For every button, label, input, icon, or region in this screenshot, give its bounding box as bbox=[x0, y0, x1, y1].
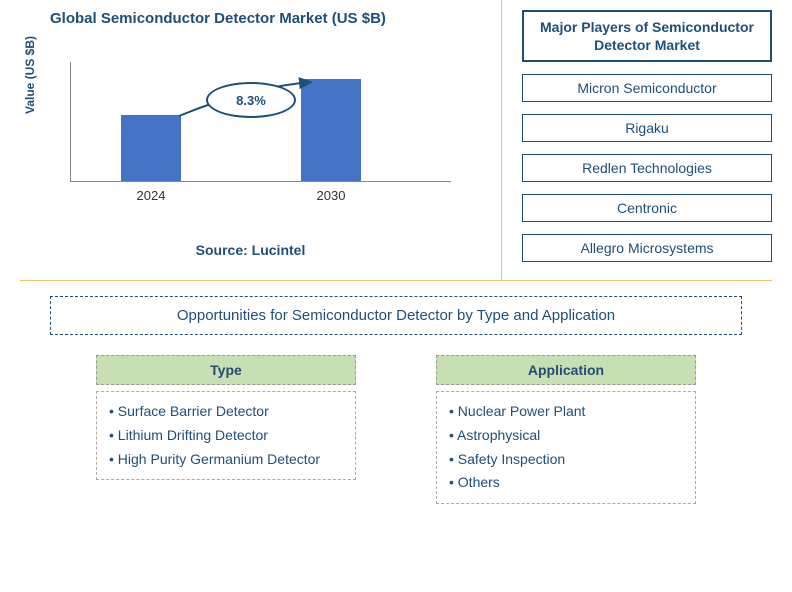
player-item-4: Allegro Microsystems bbox=[522, 234, 772, 262]
column-type: Type Surface Barrier Detector Lithium Dr… bbox=[96, 355, 356, 504]
growth-rate-label: 8.3% bbox=[236, 93, 266, 108]
player-item-3: Centronic bbox=[522, 194, 772, 222]
type-item-0: Surface Barrier Detector bbox=[109, 400, 343, 424]
type-item-2: High Purity Germanium Detector bbox=[109, 448, 343, 472]
chart-title: Global Semiconductor Detector Market (US… bbox=[50, 10, 481, 27]
app-item-2: Safety Inspection bbox=[449, 448, 683, 472]
chart-container: Value (US $B) 2024 2030 8.3% bbox=[60, 42, 481, 212]
column-items-application: Nuclear Power Plant Astrophysical Safety… bbox=[436, 391, 696, 504]
player-item-0: Micron Semiconductor bbox=[522, 74, 772, 102]
growth-rate-ellipse: 8.3% bbox=[206, 82, 296, 118]
type-item-1: Lithium Drifting Detector bbox=[109, 424, 343, 448]
players-title: Major Players of Semiconductor Detector … bbox=[522, 10, 772, 62]
y-axis-label: Value (US $B) bbox=[23, 36, 37, 114]
bottom-section: Opportunities for Semiconductor Detector… bbox=[0, 281, 792, 519]
app-item-1: Astrophysical bbox=[449, 424, 683, 448]
bar-2030 bbox=[301, 79, 361, 181]
source-text: Source: Lucintel bbox=[20, 242, 481, 258]
opportunities-title: Opportunities for Semiconductor Detector… bbox=[50, 296, 742, 335]
column-items-type: Surface Barrier Detector Lithium Driftin… bbox=[96, 391, 356, 480]
x-tick-0: 2024 bbox=[121, 188, 181, 203]
player-item-2: Redlen Technologies bbox=[522, 154, 772, 182]
column-header-type: Type bbox=[96, 355, 356, 385]
opportunities-columns: Type Surface Barrier Detector Lithium Dr… bbox=[20, 355, 772, 504]
player-item-1: Rigaku bbox=[522, 114, 772, 142]
top-section: Global Semiconductor Detector Market (US… bbox=[0, 0, 792, 280]
chart-plot: 2024 2030 8.3% bbox=[70, 62, 451, 182]
column-application: Application Nuclear Power Plant Astrophy… bbox=[436, 355, 696, 504]
bar-2024 bbox=[121, 115, 181, 181]
chart-area: Global Semiconductor Detector Market (US… bbox=[0, 0, 502, 280]
app-item-3: Others bbox=[449, 471, 683, 495]
players-area: Major Players of Semiconductor Detector … bbox=[502, 0, 792, 280]
app-item-0: Nuclear Power Plant bbox=[449, 400, 683, 424]
column-header-application: Application bbox=[436, 355, 696, 385]
x-tick-1: 2030 bbox=[301, 188, 361, 203]
